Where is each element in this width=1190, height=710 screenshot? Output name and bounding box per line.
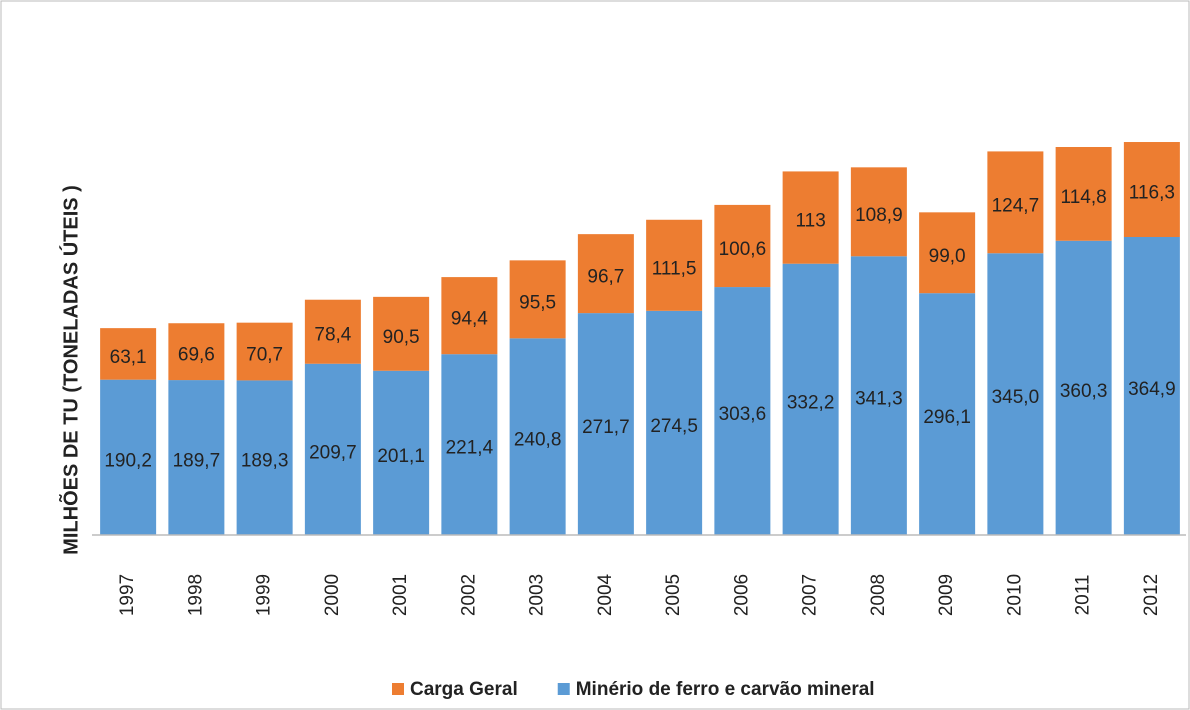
x-tick-label: 1997 <box>117 574 138 616</box>
bar-segment <box>509 338 566 535</box>
data-label: 332,2 <box>787 392 835 413</box>
data-label: 100,6 <box>719 239 767 260</box>
data-label: 116,3 <box>1129 183 1175 204</box>
data-label: 113 <box>795 211 825 232</box>
bar-segment <box>441 354 498 535</box>
data-label: 345,0 <box>992 387 1040 408</box>
data-label: 90,5 <box>383 327 420 348</box>
data-label: 240,8 <box>514 430 562 451</box>
bar-segment <box>850 256 907 535</box>
data-label: 190,2 <box>104 450 152 471</box>
x-tick-label: 2006 <box>731 574 752 616</box>
data-label: 96,7 <box>587 267 624 288</box>
bar-segment <box>168 323 225 381</box>
bar-segment <box>168 380 225 535</box>
bar-segment <box>850 167 907 257</box>
x-tick-label: 2011 <box>1073 575 1094 616</box>
data-label: 63,1 <box>110 347 147 368</box>
x-tick-label: 2005 <box>663 574 684 616</box>
data-label: 78,4 <box>314 325 351 346</box>
x-tick-label: 1998 <box>185 574 206 616</box>
bar-segment <box>714 204 771 288</box>
bar-segment <box>304 299 361 364</box>
x-tick-label: 2008 <box>868 574 889 616</box>
data-label: 189,7 <box>173 451 221 472</box>
x-tick-label: 2003 <box>527 574 548 616</box>
bar-segment <box>236 380 293 535</box>
x-tick-label: 2012 <box>1141 574 1162 616</box>
data-label: 94,4 <box>451 309 488 330</box>
bar-segment <box>919 293 976 535</box>
data-label: 95,5 <box>519 292 556 313</box>
bar-segment <box>714 287 771 535</box>
bar-segment <box>782 171 839 264</box>
legend-swatch <box>392 683 404 695</box>
data-label: 99,0 <box>929 246 966 267</box>
y-axis-label: MILHÕES DE TU (TONELADAS ÚTEIS ) <box>58 185 82 555</box>
bar-segment <box>646 310 703 535</box>
bar-segment <box>304 363 361 535</box>
data-label: 221,4 <box>446 438 494 459</box>
data-label: 271,7 <box>582 417 630 438</box>
bar-segment <box>236 322 293 381</box>
legend-label: Carga Geral <box>410 679 518 700</box>
data-label: 108,9 <box>855 205 903 226</box>
bar-segment <box>782 263 839 535</box>
data-label: 274,5 <box>650 416 698 437</box>
data-label: 201,1 <box>377 446 425 467</box>
bar-segment <box>100 328 157 380</box>
data-label: 189,3 <box>241 451 289 472</box>
legend-label: Minério de ferro e carvão mineral <box>576 679 875 700</box>
data-label: 341,3 <box>855 389 903 410</box>
x-tick-label: 2002 <box>458 574 479 616</box>
bar-segment <box>577 313 634 535</box>
data-label: 364,9 <box>1128 379 1176 400</box>
bar-segment <box>919 212 976 294</box>
bar-segment <box>577 234 634 314</box>
data-label: 296,1 <box>923 407 971 428</box>
x-tick-label: 2004 <box>595 573 616 616</box>
data-label: 114,8 <box>1061 187 1107 208</box>
x-tick-label: 2010 <box>1004 574 1025 616</box>
data-label: 360,3 <box>1060 381 1108 402</box>
bar-segment <box>373 370 430 535</box>
bar-segment <box>987 151 1044 254</box>
data-label: 124,7 <box>992 195 1040 216</box>
x-tick-label: 2007 <box>800 574 821 616</box>
bar-segment <box>1055 240 1112 535</box>
bar-segment <box>987 253 1044 535</box>
bar-segment <box>646 219 703 311</box>
legend-swatch <box>557 683 570 695</box>
data-label: 69,6 <box>178 345 215 366</box>
x-tick-label: 2009 <box>936 574 957 616</box>
bar-segment <box>509 260 566 339</box>
bar-segment <box>441 277 498 355</box>
data-label: 209,7 <box>309 442 357 463</box>
bar-segment <box>1123 142 1180 237</box>
data-label: 303,6 <box>719 404 767 425</box>
bar-segment <box>1123 236 1180 535</box>
x-tick-label: 2000 <box>322 574 343 616</box>
data-label: 70,7 <box>246 345 283 366</box>
x-tick-label: 1999 <box>254 574 275 616</box>
bar-segment <box>373 296 430 371</box>
bar-segment <box>1055 147 1112 241</box>
data-label: 111,5 <box>652 258 697 279</box>
bar-segment <box>100 379 157 535</box>
x-tick-label: 2001 <box>390 574 411 616</box>
